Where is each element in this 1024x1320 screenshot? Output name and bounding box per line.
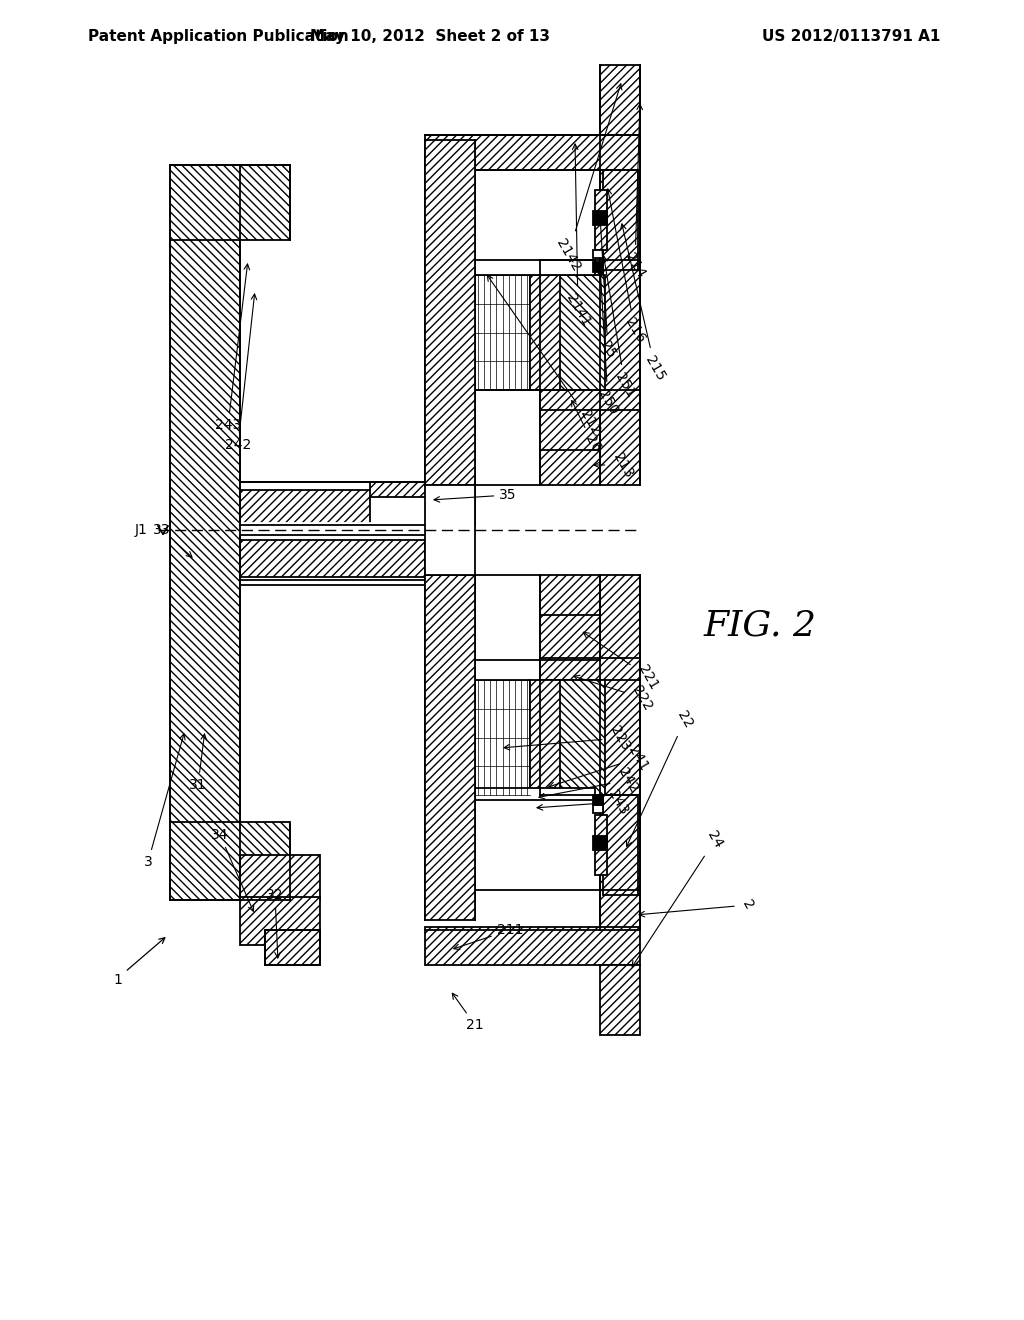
Bar (593, 836, 607, 850)
Text: 33: 33 (154, 523, 193, 557)
Text: 251: 251 (602, 256, 638, 400)
Text: 221: 221 (584, 632, 660, 692)
Text: 212: 212 (487, 276, 603, 437)
Bar (425, 484, 475, 576)
Bar (593, 795, 603, 805)
Bar (600, 135, 640, 484)
Text: Patent Application Publication: Patent Application Publication (88, 29, 349, 44)
Bar (600, 65, 640, 135)
Text: 215: 215 (621, 224, 668, 383)
Bar (370, 482, 475, 500)
Bar (240, 898, 319, 945)
Text: 216: 216 (606, 189, 648, 345)
Bar (595, 190, 607, 249)
Text: 250: 250 (595, 269, 621, 417)
Text: 26: 26 (571, 400, 603, 455)
Bar (530, 680, 560, 795)
Text: 214: 214 (623, 104, 647, 280)
Bar (593, 211, 607, 224)
Bar (425, 135, 640, 170)
Bar (555, 680, 605, 795)
Text: 24: 24 (632, 829, 725, 966)
Bar (425, 140, 475, 484)
Text: 31: 31 (189, 734, 207, 792)
Bar (603, 170, 638, 271)
Bar (593, 261, 603, 272)
Text: 243: 243 (215, 264, 250, 432)
Bar (425, 576, 475, 920)
Bar (170, 165, 290, 240)
Text: 243: 243 (537, 787, 631, 817)
Bar (240, 523, 425, 535)
Text: 32: 32 (266, 888, 284, 958)
Text: 3: 3 (143, 734, 185, 869)
Text: J1: J1 (135, 523, 148, 537)
Text: 213: 213 (594, 450, 636, 480)
Text: 2141: 2141 (563, 144, 593, 329)
Text: 21: 21 (453, 993, 483, 1032)
Text: US 2012/0113791 A1: US 2012/0113791 A1 (762, 29, 940, 44)
Text: 223: 223 (504, 723, 633, 752)
Bar (593, 249, 603, 257)
Bar (540, 657, 640, 680)
Bar (595, 814, 607, 875)
Text: 211: 211 (454, 923, 523, 949)
Bar (240, 484, 425, 525)
Text: 222: 222 (573, 676, 654, 713)
Text: 242: 242 (539, 766, 641, 799)
Text: 241: 241 (549, 743, 650, 788)
Bar (603, 795, 638, 895)
Bar (540, 389, 640, 411)
Text: FIG. 2: FIG. 2 (703, 609, 816, 642)
Text: 2142: 2142 (553, 84, 622, 273)
Text: 22: 22 (627, 709, 695, 846)
Text: 242: 242 (225, 294, 257, 451)
Bar (475, 275, 530, 389)
Bar (475, 260, 595, 275)
Bar (600, 965, 640, 1035)
Bar (425, 927, 640, 965)
Bar (530, 275, 560, 389)
Text: 2: 2 (639, 898, 757, 917)
Bar (240, 482, 425, 490)
Bar (265, 931, 319, 965)
Bar (370, 498, 475, 525)
Bar (475, 680, 530, 795)
Text: May 10, 2012  Sheet 2 of 13: May 10, 2012 Sheet 2 of 13 (310, 29, 550, 44)
Bar (265, 931, 319, 965)
Bar (593, 805, 603, 813)
Text: 25: 25 (598, 219, 618, 362)
Text: 34: 34 (211, 828, 254, 911)
Bar (240, 577, 425, 585)
Bar (240, 540, 425, 579)
Bar (540, 405, 600, 484)
Bar (475, 788, 595, 800)
Bar (600, 576, 640, 931)
Bar (170, 822, 290, 900)
Text: 35: 35 (434, 488, 517, 502)
Bar (240, 855, 319, 900)
Text: 1: 1 (114, 973, 123, 987)
Bar (170, 235, 240, 825)
Bar (540, 576, 600, 660)
Bar (555, 275, 605, 389)
